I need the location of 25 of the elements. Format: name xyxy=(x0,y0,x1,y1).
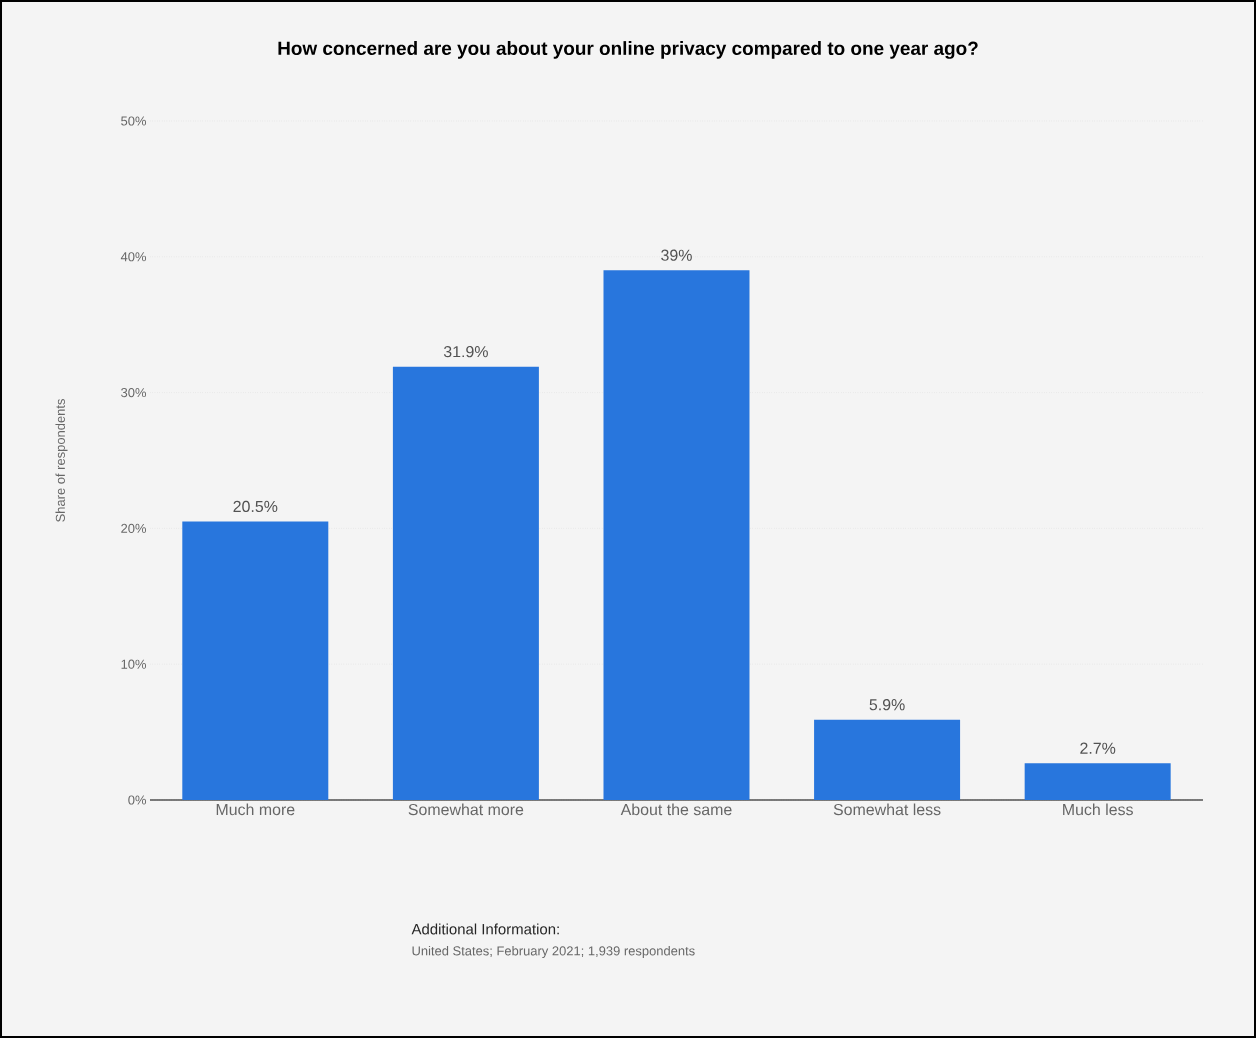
chart-title: How concerned are you about your online privacy compared to one year ago? xyxy=(278,41,978,59)
bar xyxy=(1024,763,1171,800)
y-tick-label: 30% xyxy=(121,388,147,398)
x-tick-label: Somewhat less xyxy=(833,803,941,816)
bar xyxy=(814,719,961,800)
x-tick-label: About the same xyxy=(620,803,732,816)
text: United States; February 2021; 1,939 respondents xyxy=(412,945,695,959)
y-tick-label: 50% xyxy=(121,116,147,126)
bar xyxy=(182,521,329,800)
data-label: 31.9% xyxy=(443,345,488,358)
y-tick-label: 20% xyxy=(121,523,147,533)
text: Additional Information: xyxy=(411,923,559,935)
y-tick-label: 40% xyxy=(120,252,147,262)
data-label: 20.5% xyxy=(233,500,278,513)
x-tick-label: Much more xyxy=(216,803,295,816)
bar xyxy=(603,270,750,800)
data-label: 39% xyxy=(661,249,692,261)
bar xyxy=(392,366,539,800)
data-label: 2.7% xyxy=(1080,742,1116,754)
data-label: 5.9% xyxy=(869,699,905,711)
y-tick-label: 0% xyxy=(128,795,147,805)
x-tick-label: Somewhat more xyxy=(408,803,524,816)
y-tick-label: 10% xyxy=(121,659,147,669)
x-tick-label: Much less xyxy=(1063,803,1133,816)
y-axis-title: Share of respondents xyxy=(55,399,68,522)
